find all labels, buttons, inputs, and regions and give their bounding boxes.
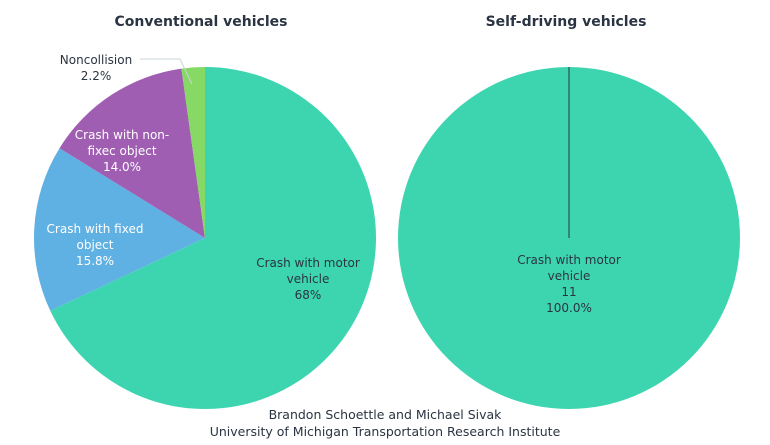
chart-title-self-driving: Self-driving vehicles	[486, 14, 647, 30]
credit-authors: Brandon Schoettle and Michael Sivak	[269, 407, 503, 422]
slice-label: Noncollision 2.2%	[60, 53, 132, 83]
pie-conventional: Crash with motor vehicle 68% Crash with fix…	[34, 53, 377, 410]
credit-institute: University of Michigan Transportation Re…	[210, 424, 561, 439]
chart-title-conventional: Conventional vehicles	[115, 14, 288, 30]
pie-slice-crash-with-fixed-object	[34, 148, 205, 311]
slice-label: Crash with motor vehicle 11 100.0%	[517, 253, 621, 315]
slice-label: Crash with non-fixec object 14.0%	[75, 128, 170, 174]
noncollision-connector	[140, 58, 193, 85]
slice-label: Crash with fixed object 15.8%	[47, 222, 144, 268]
pie-slice-crash-with-motor-vehicle	[50, 67, 377, 410]
slice-label: Crash with motor vehicle 68%	[256, 256, 360, 302]
pie-self-driving: Crash with motor vehicle 11 100.0%	[398, 67, 740, 409]
pie-slice-crash-with-non-fixec-object	[59, 68, 205, 238]
pie-slice-noncollision	[181, 67, 205, 238]
